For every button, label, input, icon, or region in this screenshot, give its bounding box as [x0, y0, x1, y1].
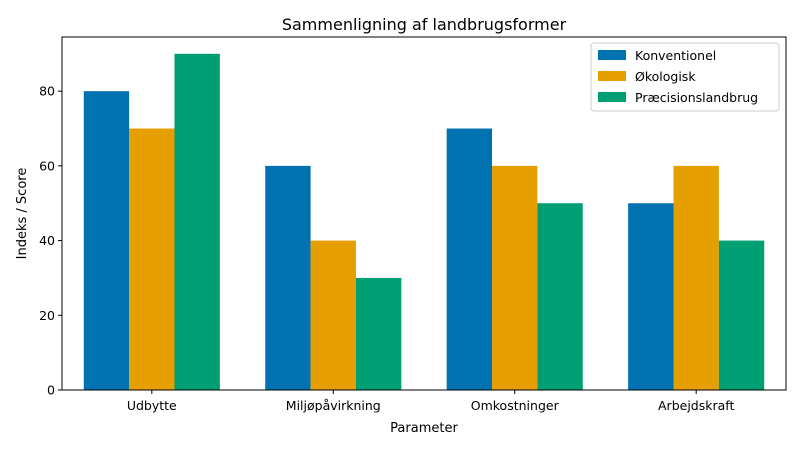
x-tick-label: Miljøpåvirkning [286, 398, 381, 413]
bar-Konventionel-Miljøpåvirkning [265, 165, 311, 390]
y-tick-label: 0 [47, 383, 55, 398]
legend-swatch [598, 71, 626, 81]
bar-Økologisk-Miljøpåvirkning [310, 240, 356, 390]
legend-label: Præcisionslandbrug [635, 90, 758, 105]
bar-Økologisk-Udbytte [129, 128, 175, 390]
y-tick-label: 60 [39, 158, 55, 173]
bar-Økologisk-Omkostninger [492, 165, 538, 390]
y-tick-label: 40 [39, 233, 55, 248]
chart-title: Sammenligning af landbrugsformer [282, 15, 567, 34]
y-tick-label: 20 [39, 308, 55, 323]
bar-Konventionel-Omkostninger [446, 128, 493, 390]
bar-Konventionel-Arbejdskraft [628, 203, 674, 390]
legend-swatch [598, 50, 626, 60]
legend-label: Økologisk [635, 69, 696, 84]
bar-Økologisk-Arbejdskraft [673, 165, 719, 390]
bar-Præcisionslandbrug-Omkostninger [537, 203, 583, 390]
bar-Konventionel-Udbytte [83, 91, 130, 390]
legend-label: Konventionel [635, 48, 716, 63]
plot-frame [61, 36, 787, 391]
x-tick-label: Udbytte [127, 398, 177, 413]
bar-Præcisionslandbrug-Miljøpåvirkning [355, 277, 402, 390]
legend-swatch [598, 92, 626, 102]
x-tick-label: Arbejdskraft [658, 398, 734, 413]
bar-Præcisionslandbrug-Arbejdskraft [718, 240, 765, 390]
x-axis-label: Parameter [390, 421, 458, 436]
y-axis-label: Indeks / Score [15, 168, 30, 260]
x-tick-label: Omkostninger [471, 398, 560, 413]
plot-area: 0 20 40 60 80 Udbytte Miljøpåvirkning Omkostnin… [39, 53, 765, 413]
legend: Konventionel Økologisk Præcisionslandbrug [590, 42, 780, 112]
legend-box [590, 42, 780, 112]
y-tick-label: 80 [39, 84, 55, 99]
bar-Præcisionslandbrug-Udbytte [174, 53, 220, 391]
